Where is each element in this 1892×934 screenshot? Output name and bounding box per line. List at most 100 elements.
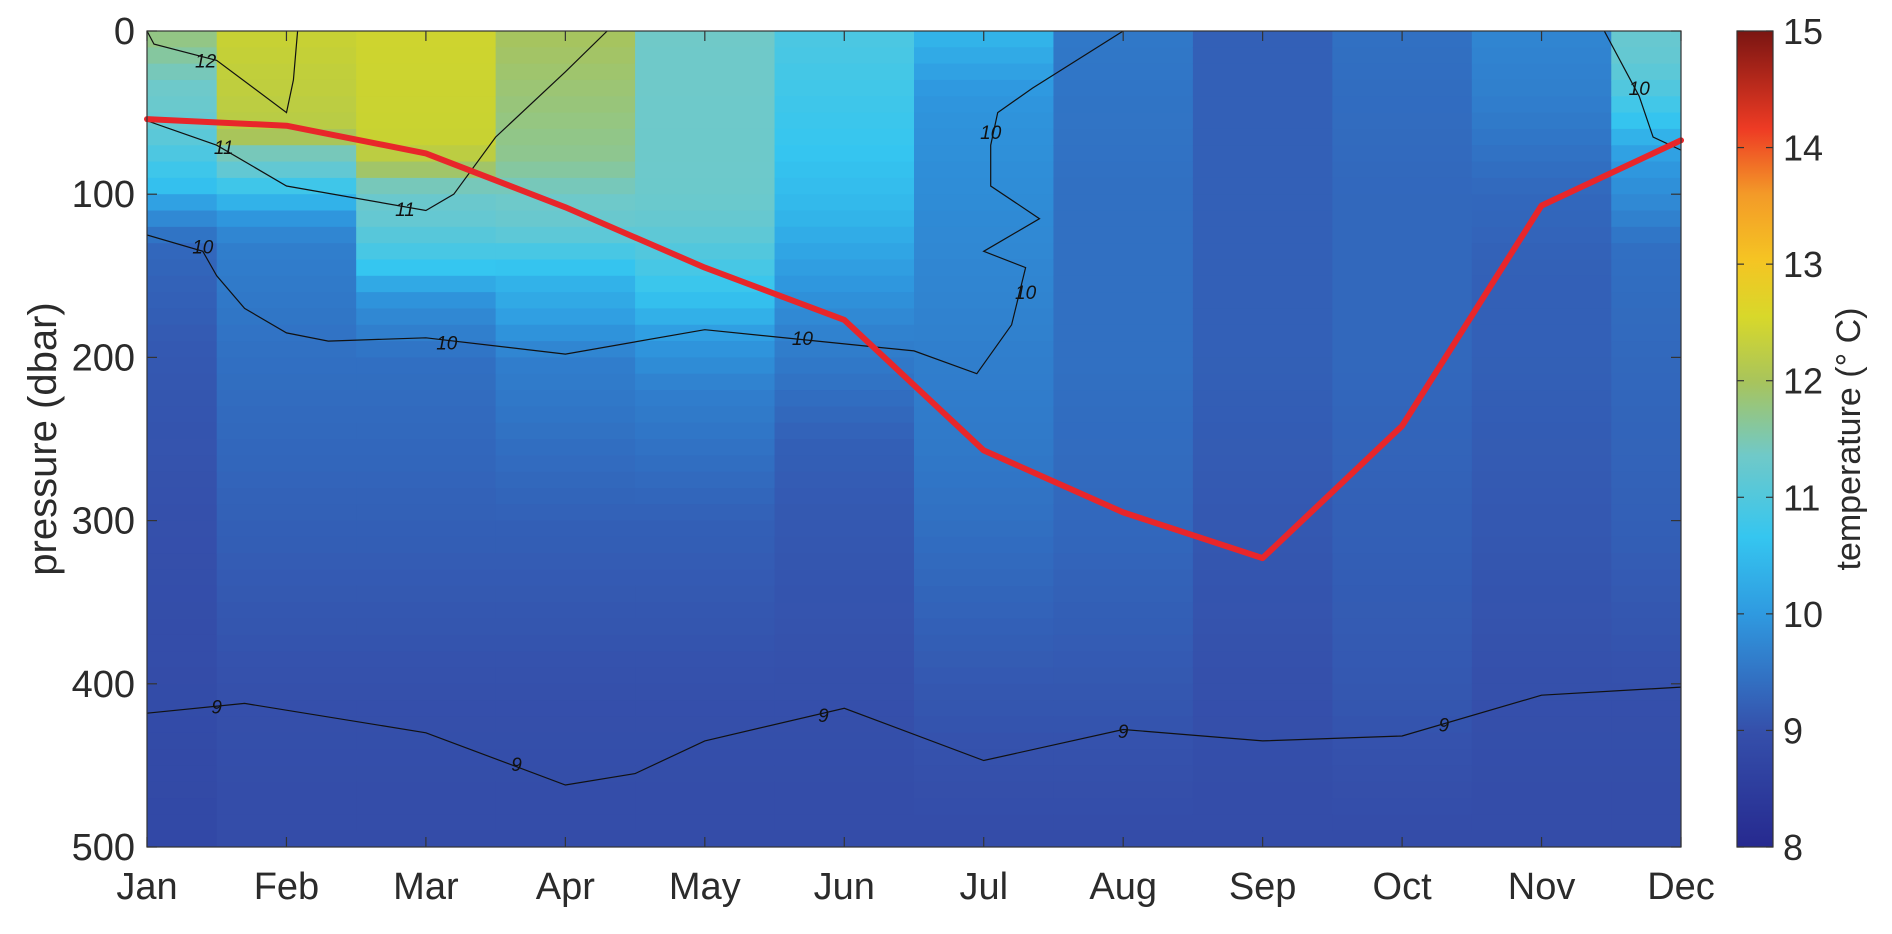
heatmap-cell [774, 569, 915, 587]
heatmap-cell [356, 716, 497, 734]
heatmap-cell [914, 569, 1054, 587]
heatmap-cell [1053, 455, 1194, 473]
heatmap-cell [356, 226, 497, 244]
heatmap-cell [1332, 700, 1473, 718]
heatmap-cell [495, 798, 636, 815]
heatmap-cell [356, 585, 497, 603]
red-depth-line [144, 116, 1684, 562]
heatmap-cell [495, 781, 636, 799]
heatmap-cell [356, 47, 497, 65]
heatmap-cell [1332, 47, 1473, 65]
heatmap-cell [147, 487, 218, 505]
heatmap-cell [356, 749, 497, 766]
heatmap-cell [1611, 749, 1681, 766]
heatmap-cell [635, 226, 776, 244]
heatmap-cell [914, 732, 1054, 750]
heatmap-cell [147, 749, 218, 766]
heatmap-cell [147, 79, 218, 97]
heatmap-cell [1053, 602, 1194, 620]
heatmap-cell [1192, 79, 1333, 97]
heatmap-cell [495, 602, 636, 620]
heatmap-cell [1192, 161, 1333, 179]
heatmap-cell [1192, 226, 1333, 244]
heatmap-cell [635, 455, 776, 473]
heatmap-cell [495, 749, 636, 766]
heatmap-cell [147, 585, 218, 603]
heatmap-cell [216, 749, 357, 766]
heatmap-cell [914, 520, 1054, 538]
heatmap-cell [1611, 651, 1681, 669]
heatmap-cell [914, 357, 1054, 375]
heatmap-cell [774, 814, 915, 832]
heatmap-cell [216, 145, 357, 163]
heatmap-cell [147, 471, 218, 489]
heatmap-cell [1192, 177, 1333, 195]
heatmap-cell [1332, 194, 1473, 212]
heatmap-cell [356, 324, 497, 342]
heatmap-cell [147, 618, 218, 636]
heatmap-cell [1053, 243, 1194, 261]
heatmap-cell [216, 683, 357, 701]
heatmap-cell [147, 781, 218, 799]
heatmap-cell [1332, 79, 1473, 97]
heatmap-cell [1192, 520, 1333, 538]
heatmap-cell [147, 683, 218, 701]
contour-label-12: 12 [195, 51, 217, 72]
heatmap-cell [147, 553, 218, 571]
heatmap-cell [635, 210, 776, 228]
heatmap-cell [495, 634, 636, 652]
heatmap-cell [774, 161, 915, 179]
heatmap-cell [1611, 406, 1681, 424]
heatmap-cell [774, 504, 915, 522]
heatmap-cell [356, 667, 497, 685]
heatmap-cell [147, 161, 218, 179]
heatmap-cell [216, 308, 357, 326]
heatmap-cell [1471, 618, 1612, 636]
heatmap-cell [1192, 112, 1333, 130]
heatmap-cell [914, 161, 1054, 179]
heatmap-cell [774, 651, 915, 669]
heatmap-cell [1332, 112, 1473, 130]
y-axis: 0 100 200 300 400 500 [72, 11, 1681, 869]
x-tick-label: Jun [814, 866, 875, 908]
heatmap-cell [495, 96, 636, 114]
heatmap-cell [1332, 128, 1473, 146]
heatmap-cell [774, 47, 915, 65]
heatmap-cell [914, 308, 1054, 326]
heatmap-cell [774, 716, 915, 734]
heatmap-cell [914, 700, 1054, 718]
y-tick-label: 500 [72, 827, 135, 869]
heatmap-column-mar [356, 31, 497, 847]
heatmap-cell [216, 700, 357, 718]
heatmap-cell [914, 390, 1054, 407]
heatmap-cell [774, 798, 915, 815]
heatmap-cell [216, 520, 357, 538]
x-tick-label: Jul [959, 866, 1008, 908]
heatmap-cell [914, 259, 1054, 277]
heatmap-cell [1332, 471, 1473, 489]
y-tick-label: 100 [72, 174, 135, 216]
heatmap-cell [1611, 47, 1681, 65]
heatmap-cell [1611, 781, 1681, 799]
heatmap-cell [774, 259, 915, 277]
heatmap-cell [635, 569, 776, 587]
heatmap-cell [356, 96, 497, 114]
heatmap-cell [147, 194, 218, 212]
heatmap-cell [147, 341, 218, 358]
heatmap-cell [495, 553, 636, 571]
heatmap-cell [1053, 667, 1194, 685]
heatmap-cell [1611, 585, 1681, 603]
heatmap-cell [1611, 357, 1681, 375]
y-tick-label: 400 [72, 664, 135, 706]
heatmap-cell [356, 177, 497, 195]
heatmap-cell [1332, 406, 1473, 424]
heatmap-cell [1053, 439, 1194, 456]
heatmap-cell [147, 292, 218, 310]
heatmap-cell [1332, 781, 1473, 799]
colorbar-label: temperature (° C) [1830, 307, 1868, 570]
heatmap-cell [774, 634, 915, 652]
heatmap-cell [774, 226, 915, 244]
heatmap-cell [1471, 145, 1612, 163]
heatmap-cell [635, 243, 776, 261]
heatmap-cell [147, 455, 218, 473]
